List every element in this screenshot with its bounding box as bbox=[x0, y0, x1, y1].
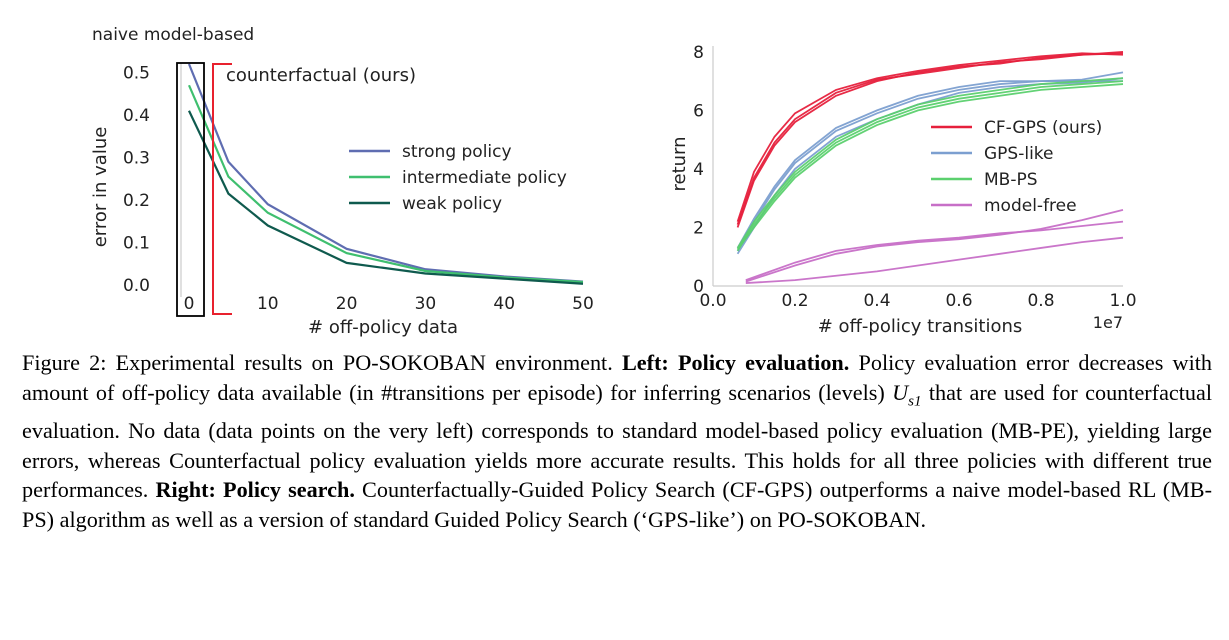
left-y-tick-label: 0.5 bbox=[123, 64, 150, 84]
left-x-tick-label: 40 bbox=[493, 294, 515, 314]
right-legend-label: MB-PS bbox=[984, 170, 1038, 190]
math-var: U bbox=[892, 379, 909, 405]
right-legend-label: model-free bbox=[984, 196, 1077, 216]
left-x-tick-label: 0 bbox=[184, 294, 195, 314]
caption-prefix: Figure 2: Experimental results on PO-SOK… bbox=[22, 350, 613, 375]
right-series-line bbox=[736, 80, 1124, 252]
right-y-tick-labels: 0 2 4 6 8 bbox=[693, 43, 704, 297]
right-x-tick-label: 0.4 bbox=[863, 291, 890, 311]
left-series-line bbox=[188, 110, 584, 285]
right-series-line bbox=[736, 52, 1124, 222]
left-y-tick-labels: 0.0 0.1 0.2 0.3 0.4 0.5 bbox=[123, 64, 150, 297]
right-y-tick-label: 0 bbox=[693, 277, 704, 297]
math-subscript: s1 bbox=[908, 392, 922, 409]
right-series-line bbox=[736, 77, 1124, 249]
figure-panel: 0.00.10.20.30.40.5 0 10 20 30 40 50 naive mod… bbox=[90, 25, 1137, 338]
left-legend: strong policy intermediate policy weak pol… bbox=[349, 142, 567, 214]
caption-right-text: Counterfactually-Guided Policy Search (C… bbox=[22, 477, 1212, 532]
right-y-tick-label: 8 bbox=[693, 43, 704, 63]
right-series-lines bbox=[736, 50, 1124, 284]
left-series-lines bbox=[187, 63, 584, 285]
left-x-tick-labels: 0 10 20 30 40 50 bbox=[184, 294, 594, 314]
left-legend-label: strong policy bbox=[402, 142, 512, 162]
counterfactual-bracket bbox=[212, 63, 232, 315]
caption-left-text-a: Policy evaluation error decreases with a… bbox=[22, 350, 1213, 405]
caption-right-heading: Right: Policy search. bbox=[155, 477, 355, 503]
right-series-line bbox=[745, 220, 1124, 281]
left-y-tick-label: 0.2 bbox=[123, 191, 150, 211]
right-y-tick-label: 2 bbox=[693, 218, 704, 238]
caption-math-variable: Us1 bbox=[892, 379, 921, 409]
right-legend: CF-GPS (ours) GPS-like MB-PS model-free bbox=[931, 118, 1102, 216]
right-y-axis-label: return bbox=[669, 136, 690, 191]
left-chart-title: naive model-based bbox=[92, 25, 254, 45]
left-legend-label: intermediate policy bbox=[402, 168, 567, 188]
left-x-tick-label: 20 bbox=[336, 294, 358, 314]
caption-left-text-b: that are used for counterfactual evaluat… bbox=[22, 379, 1213, 503]
figure-caption: Figure 2: Experimental results on PO-SOK… bbox=[22, 348, 1212, 534]
right-x-tick-label: 0.0 bbox=[699, 291, 726, 311]
left-y-tick-label: 0.3 bbox=[123, 149, 150, 169]
right-x-tick-label: 1.0 bbox=[1109, 291, 1136, 311]
right-x-axis-label: # off-policy transitions bbox=[818, 316, 1023, 337]
left-x-tick-label: 50 bbox=[572, 294, 594, 314]
left-y-tick-label: 0.4 bbox=[123, 106, 150, 126]
right-x-tick-label: 0.8 bbox=[1027, 291, 1054, 311]
right-y-tick-label: 6 bbox=[693, 101, 704, 121]
left-x-tick-label: 10 bbox=[257, 294, 279, 314]
right-legend-label: GPS-like bbox=[984, 144, 1054, 164]
right-series-line bbox=[745, 209, 1124, 283]
naive-model-based-box bbox=[176, 62, 205, 317]
caption-left-heading: Left: Policy evaluation. bbox=[621, 350, 850, 375]
right-y-tick-label: 4 bbox=[693, 160, 704, 180]
right-x-tick-label: 0.6 bbox=[945, 291, 972, 311]
left-x-axis-label: # off-policy data bbox=[308, 317, 458, 338]
right-series-line bbox=[736, 80, 1123, 249]
counterfactual-label: counterfactual (ours) bbox=[226, 65, 416, 86]
right-x-tick-label: 0.2 bbox=[781, 291, 808, 311]
right-x-scale-label: 1e7 bbox=[1093, 313, 1123, 332]
left-series-line bbox=[187, 84, 584, 284]
right-legend-label: CF-GPS (ours) bbox=[984, 118, 1102, 138]
right-x-tick-labels: 0.0 0.2 0.4 0.6 0.8 1.0 bbox=[699, 291, 1136, 311]
right-series-line bbox=[736, 83, 1124, 250]
left-legend-label: weak policy bbox=[402, 194, 502, 214]
right-chart-policy-search: 0 2 4 6 8 0.0 0.2 0.4 0.6 0.8 1.0 # off-policy tr… bbox=[669, 43, 1137, 337]
left-x-tick-label: 30 bbox=[415, 294, 437, 314]
right-series-line bbox=[736, 50, 1124, 225]
left-y-axis-label: error in value bbox=[90, 127, 111, 248]
right-series-line bbox=[745, 236, 1124, 284]
left-y-tick-label: 0.0 bbox=[123, 276, 150, 296]
left-chart-policy-evaluation: 0.0 0.1 0.2 0.3 0.4 0.5 0 10 20 30 40 50 naive mod… bbox=[90, 25, 594, 338]
left-y-tick-label: 0.1 bbox=[123, 234, 150, 254]
